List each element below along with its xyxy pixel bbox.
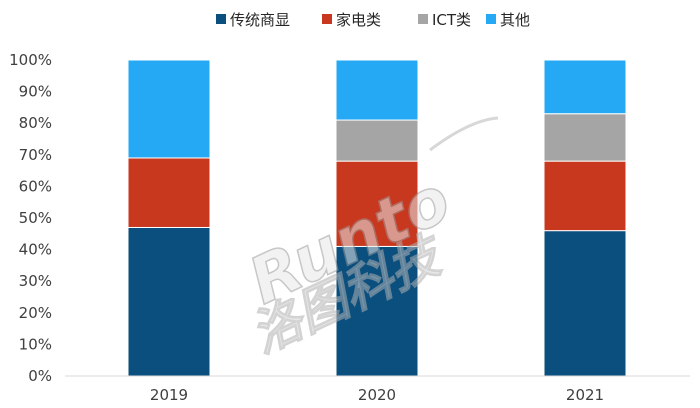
legend-swatch [216,14,226,24]
y-axis: 0% 10% 20% 30% 40% 50% 60% 70% 80% 90% 100% [9,51,52,385]
legend: 传统商显 家电类 ICT类 其他 [216,11,530,29]
x-tick-label: 2020 [358,386,396,404]
y-tick-label: 60% [19,177,52,195]
bar-segment [543,160,627,232]
y-tick-label: 50% [19,209,52,227]
legend-label: 其他 [500,11,530,29]
bar-segment [335,245,419,377]
y-tick-label: 10% [19,335,52,353]
y-tick-label: 0% [28,367,52,385]
bar-segment [335,160,419,247]
legend-label: 传统商显 [230,11,290,29]
bars [127,59,627,377]
y-tick-label: 90% [19,83,52,101]
bar-segment [127,226,211,377]
legend-label: ICT类 [432,11,471,29]
bar-segment [543,230,627,377]
bar-segment [335,59,419,121]
x-tick-label: 2021 [566,386,604,404]
legend-swatch [486,14,496,24]
x-tick-label: 2019 [150,386,188,404]
y-tick-label: 100% [9,51,52,69]
y-tick-label: 80% [19,114,52,132]
bar-segment [335,119,419,162]
legend-label: 家电类 [336,11,381,29]
bar-segment [543,113,627,162]
bar-segment [543,59,627,115]
watermark-swoosh [429,116,499,152]
y-tick-label: 70% [19,146,52,164]
bar-segment [127,157,211,228]
y-tick-label: 40% [19,241,52,259]
y-tick-label: 30% [19,272,52,290]
y-tick-label: 20% [19,304,52,322]
bar-segment [127,59,211,159]
x-axis: 2019 2020 2021 [150,386,604,404]
legend-swatch [322,14,332,24]
legend-swatch [418,14,428,24]
